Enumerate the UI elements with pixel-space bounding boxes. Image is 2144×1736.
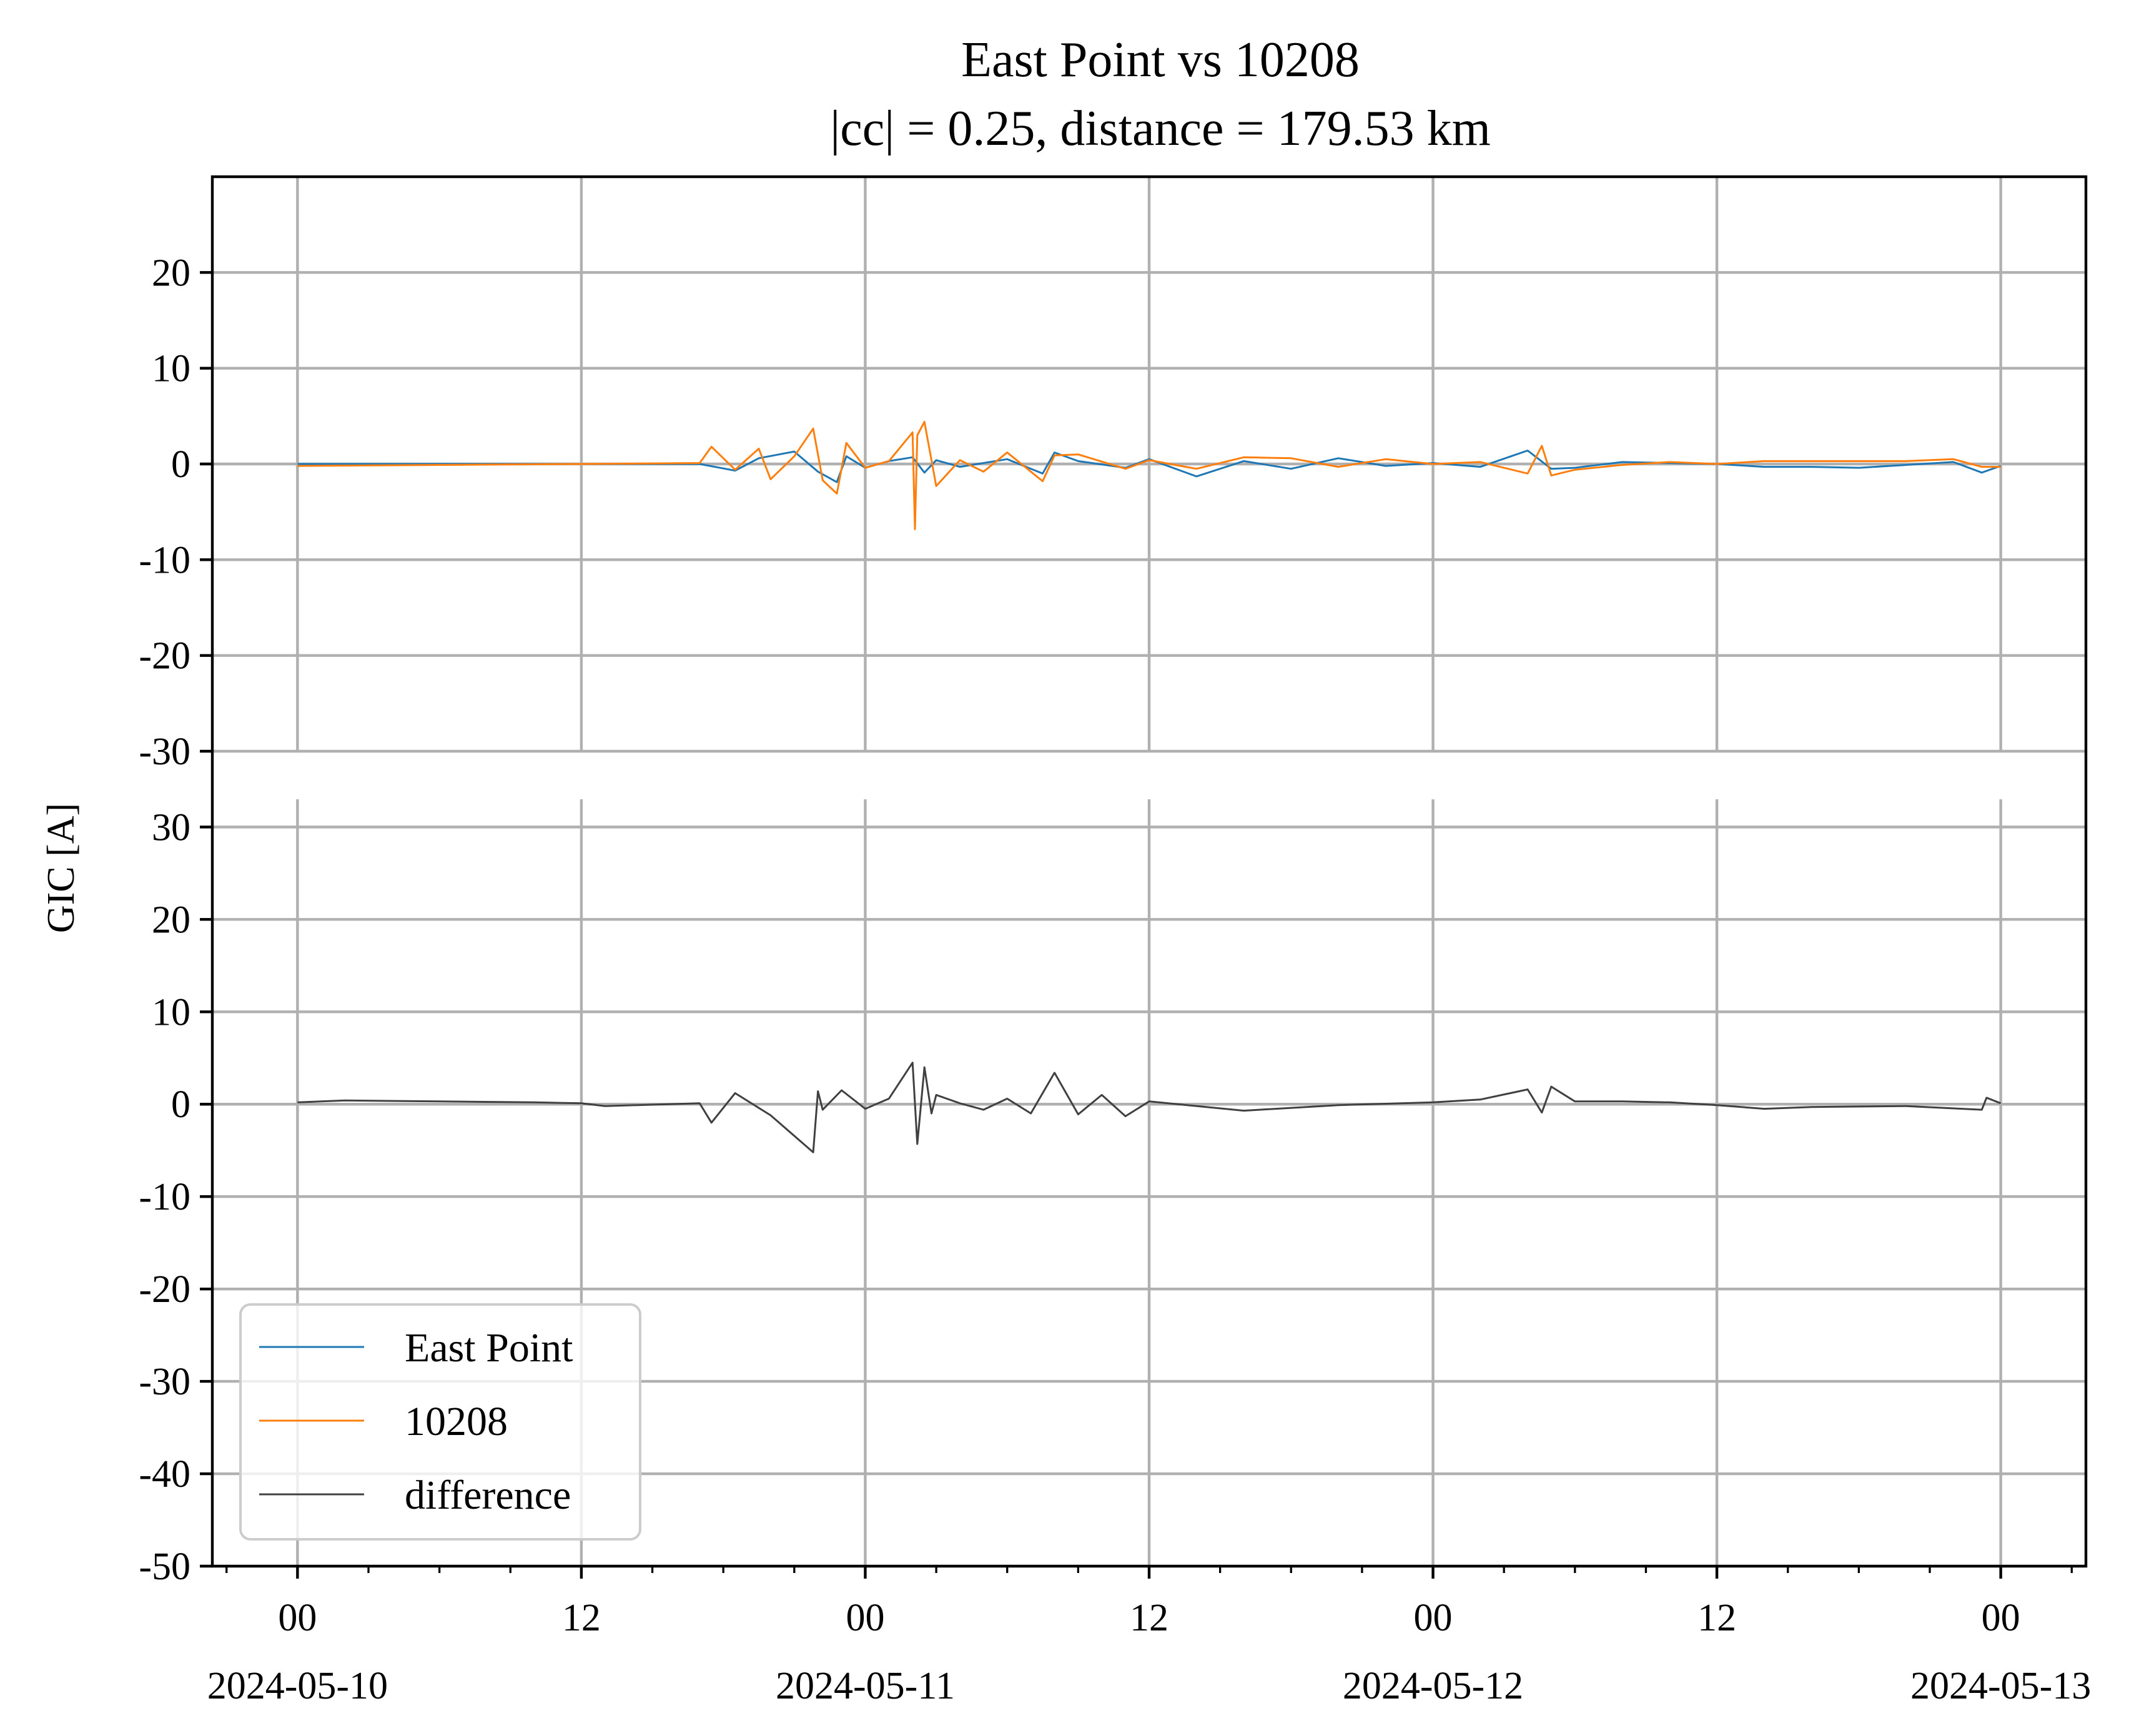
- series-layer: [297, 421, 2002, 1153]
- chart-title: East Point vs 10208: [961, 32, 1360, 87]
- xtick-date-2: 2024-05-11: [776, 1665, 955, 1707]
- xtick-label-5: 12: [1697, 1597, 1736, 1639]
- ytick-label-top-1: 10: [152, 348, 190, 390]
- xtick-label-0: 00: [278, 1597, 317, 1639]
- ytick-label-bottom-4: -10: [139, 1176, 190, 1218]
- series-line-east-point: [297, 450, 2002, 483]
- ytick-label-top-0: 20: [152, 252, 190, 294]
- ytick-label-bottom-0: 30: [152, 806, 190, 849]
- xtick-label-6: 00: [1982, 1597, 2020, 1639]
- xtick-label-3: 12: [1130, 1597, 1168, 1639]
- y-axis-label: GIC [A]: [40, 803, 82, 933]
- xtick-label-1: 12: [562, 1597, 601, 1639]
- ytick-label-top-2: 0: [171, 443, 190, 486]
- tick-layer: 20 10 0 -10 -20 -30 30 20 10 0 -10 -20 -30 -40 -50 00 20…: [139, 252, 2091, 1707]
- chart-subtitle: |cc| = 0.25, distance = 179.53 km: [830, 101, 1491, 156]
- xtick-label-4: 00: [1414, 1597, 1453, 1639]
- series-line-10208: [297, 421, 2001, 530]
- legend-label-difference: difference: [405, 1472, 571, 1518]
- ytick-label-bottom-7: -40: [139, 1453, 190, 1496]
- xtick-date-6: 2024-05-13: [1910, 1665, 2091, 1707]
- legend: East Point 10208 difference: [239, 1303, 641, 1541]
- xtick-date-4: 2024-05-12: [1343, 1665, 1523, 1707]
- ytick-label-top-4: -20: [139, 635, 190, 678]
- ytick-label-top-3: -10: [139, 539, 190, 581]
- ytick-label-top-5: -30: [139, 731, 190, 773]
- legend-box: [239, 1303, 641, 1541]
- ytick-label-bottom-8: -50: [139, 1546, 190, 1588]
- xtick-date-0: 2024-05-10: [207, 1665, 388, 1707]
- legend-label-10208: 10208: [405, 1399, 508, 1444]
- xtick-label-2: 00: [846, 1597, 884, 1639]
- ytick-label-bottom-1: 20: [152, 899, 190, 941]
- series-line-difference: [297, 1062, 2002, 1153]
- ytick-label-bottom-2: 10: [152, 991, 190, 1033]
- ytick-label-bottom-3: 0: [171, 1083, 190, 1126]
- ytick-label-bottom-5: -20: [139, 1268, 190, 1311]
- legend-label-east-point: East Point: [405, 1325, 573, 1371]
- ytick-label-bottom-6: -30: [139, 1361, 190, 1403]
